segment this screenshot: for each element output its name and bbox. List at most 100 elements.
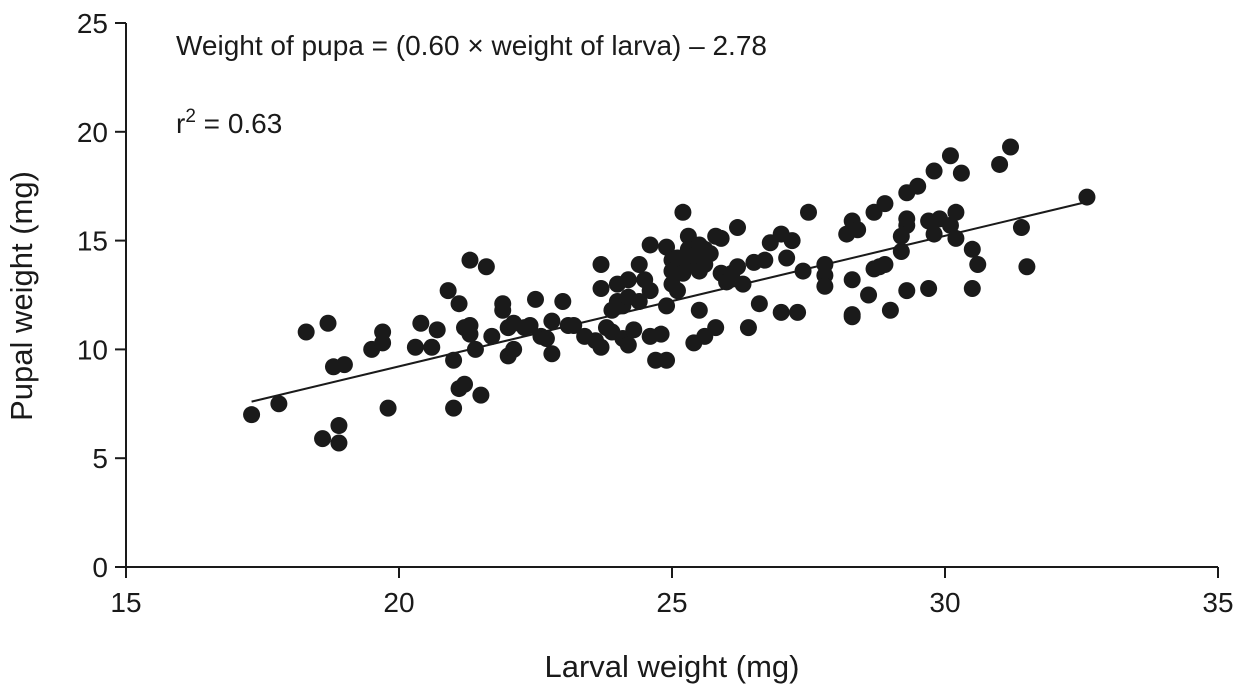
data-point	[439, 282, 457, 300]
data-point	[876, 256, 894, 274]
data-point	[445, 399, 463, 417]
data-point	[1002, 138, 1020, 156]
data-point	[991, 155, 1009, 173]
data-point	[554, 293, 572, 311]
data-point	[843, 271, 861, 289]
data-point	[243, 406, 261, 424]
data-point	[445, 351, 463, 369]
data-point	[537, 330, 555, 348]
data-points	[243, 138, 1096, 452]
data-point	[330, 417, 348, 435]
y-tick-label: 5	[92, 443, 108, 474]
data-point	[794, 262, 812, 280]
data-point	[969, 256, 987, 274]
data-point	[494, 295, 512, 313]
data-point	[314, 430, 332, 448]
data-point	[947, 229, 965, 247]
data-point	[641, 236, 659, 254]
y-tick-label: 10	[77, 334, 108, 365]
data-point	[619, 271, 637, 289]
data-point	[1018, 258, 1036, 276]
data-point	[379, 399, 397, 417]
data-point	[909, 177, 927, 195]
data-point	[1078, 188, 1096, 206]
regression-equation: Weight of pupa = (0.60 × weight of larva…	[176, 30, 767, 61]
data-point	[860, 286, 878, 304]
data-point	[800, 203, 817, 221]
x-tick-label: 15	[110, 587, 141, 618]
data-point	[783, 232, 801, 250]
data-point	[630, 293, 648, 311]
data-point	[756, 251, 774, 269]
data-point	[472, 386, 490, 404]
data-point	[701, 245, 719, 263]
data-point	[750, 295, 768, 313]
data-point	[898, 282, 916, 300]
data-point	[658, 238, 676, 256]
data-point	[952, 164, 970, 182]
data-point	[876, 195, 894, 213]
data-point	[941, 216, 959, 234]
data-point	[881, 301, 899, 319]
data-point	[652, 325, 670, 343]
data-point	[920, 279, 938, 297]
data-point	[483, 327, 501, 345]
y-tick-label: 15	[77, 226, 108, 257]
data-point	[729, 219, 747, 237]
x-axis-ticks: 15 20 25 30 35	[110, 567, 1234, 618]
data-point	[428, 321, 446, 339]
data-point	[734, 275, 752, 293]
x-tick-label: 35	[1202, 587, 1233, 618]
data-point	[892, 242, 910, 260]
data-point	[658, 351, 676, 369]
data-point	[925, 162, 943, 180]
data-point	[521, 316, 539, 334]
data-point	[843, 308, 861, 326]
data-point	[658, 297, 676, 315]
data-point	[270, 395, 288, 413]
data-point	[461, 251, 479, 269]
y-axis-title: Pupal weight (mg)	[4, 171, 39, 421]
y-axis-ticks: 0 5 10 15 20 25	[77, 8, 126, 583]
x-tick-label: 25	[656, 587, 687, 618]
data-point	[849, 221, 867, 239]
data-point	[319, 314, 337, 332]
data-point	[947, 203, 965, 221]
data-point	[625, 321, 643, 339]
data-point	[963, 279, 981, 297]
data-point	[374, 323, 392, 341]
data-point	[335, 356, 353, 374]
data-point	[619, 336, 637, 354]
data-point	[772, 303, 790, 321]
y-tick-label: 0	[92, 552, 108, 583]
data-point	[690, 301, 708, 319]
data-point	[778, 249, 796, 267]
r-squared-suffix: = 0.63	[196, 108, 282, 139]
data-point	[592, 338, 610, 356]
data-point	[668, 282, 686, 300]
x-axis-title: Larval weight (mg)	[545, 649, 800, 684]
data-point	[630, 256, 648, 274]
y-tick-label: 20	[77, 117, 108, 148]
x-tick-label: 30	[929, 587, 960, 618]
data-point	[543, 312, 561, 330]
data-point	[641, 282, 659, 300]
data-point	[423, 338, 441, 356]
data-point	[1012, 219, 1030, 237]
data-point	[592, 279, 610, 297]
data-point	[330, 434, 348, 452]
r-squared-superscript: 2	[185, 106, 196, 127]
data-point	[816, 256, 834, 274]
data-point	[789, 303, 807, 321]
data-point	[505, 340, 523, 358]
y-tick-label: 25	[77, 8, 108, 39]
data-point	[543, 345, 561, 363]
data-point	[461, 325, 479, 343]
r-squared-annotation: r2 = 0.63	[176, 106, 282, 139]
r-squared-prefix: r	[176, 108, 185, 139]
data-point	[450, 295, 468, 313]
plot-area: 0 5 10 15 20 25 15 20 25 30 35	[77, 8, 1234, 618]
data-point	[592, 256, 610, 274]
data-point	[816, 277, 834, 295]
